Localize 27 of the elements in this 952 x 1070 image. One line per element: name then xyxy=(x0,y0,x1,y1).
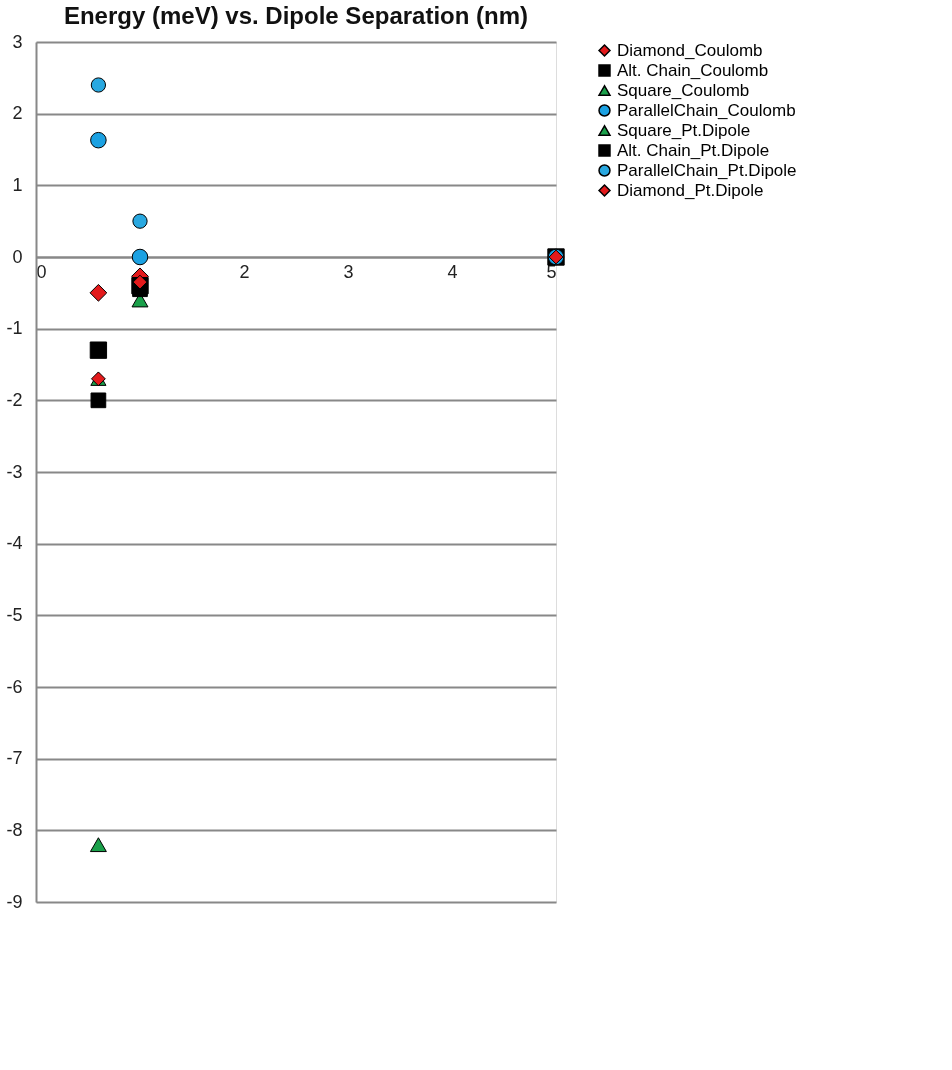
y-tick-label: 3 xyxy=(12,31,23,52)
y-tick-label: 2 xyxy=(12,103,23,124)
legend-label: Square_Pt.Dipole xyxy=(617,120,751,140)
x-tick-label: 0 xyxy=(36,261,47,282)
x-tick-label: 2 xyxy=(239,261,250,282)
legend-label: Square_Coulomb xyxy=(617,80,750,100)
legend-label: ParallelChain_Coulomb xyxy=(617,100,796,120)
y-tick-label: -3 xyxy=(6,461,23,482)
legend-label: Diamond_Pt.Dipole xyxy=(617,180,764,200)
y-tick-label: 0 xyxy=(12,246,23,267)
x-tick-label: 5 xyxy=(546,261,557,282)
y-tick-label: -8 xyxy=(6,819,23,840)
y-tick-label: -6 xyxy=(6,676,23,697)
x-tick-label: 4 xyxy=(447,261,458,282)
y-tick-label: 1 xyxy=(12,174,23,195)
y-tick-label: -9 xyxy=(6,891,23,912)
y-tick-label: -4 xyxy=(6,533,23,554)
legend-label: Diamond_Coulomb xyxy=(617,40,763,60)
y-tick-label: -2 xyxy=(6,389,23,410)
chart-title: Energy (meV) vs. Dipole Separation (nm) xyxy=(63,2,529,29)
legend-label: Alt. Chain_Coulomb xyxy=(617,60,769,80)
x-tick-label: 3 xyxy=(343,261,354,282)
y-tick-label: -7 xyxy=(6,748,23,769)
y-tick-label: -1 xyxy=(6,318,23,339)
y-tick-label: -5 xyxy=(6,604,23,625)
legend-label: ParallelChain_Pt.Dipole xyxy=(617,160,797,180)
legend-label: Alt. Chain_Pt.Dipole xyxy=(617,140,770,160)
